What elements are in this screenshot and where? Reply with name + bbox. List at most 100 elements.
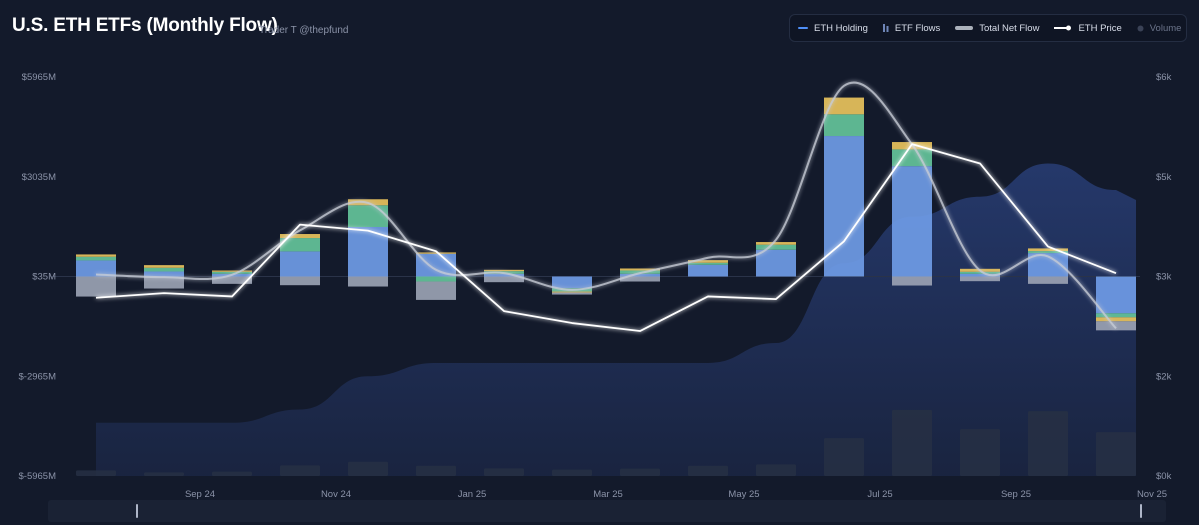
y-right-tick-label: $2k [1156, 371, 1172, 382]
flow-bar-segment [144, 265, 184, 268]
flow-bar-segment [892, 276, 932, 286]
flow-bar-segment [756, 244, 796, 250]
flow-bar-segment [212, 276, 252, 284]
volume-bar [892, 409, 932, 476]
dot-icon [1137, 25, 1144, 31]
flow-bar-segment [416, 252, 456, 254]
flow-bar-segment [348, 205, 388, 228]
flow-bar-segment [348, 276, 388, 287]
flow-bar-segment [280, 251, 320, 277]
legend-item-total-net-flow[interactable]: Total Net Flow [955, 23, 1039, 34]
legend-label: ETF Flows [894, 22, 941, 34]
y-right-tick-label: $5k [1156, 172, 1172, 183]
line-swatch-icon [798, 27, 808, 29]
flow-bar-segment [76, 256, 116, 261]
y-left-tick-label: $-5965M [19, 471, 57, 482]
page-title: U.S. ETH ETFs (Monthly Flow) [12, 15, 278, 36]
legend-label: ETH Holding [814, 22, 868, 34]
flow-bar-segment [552, 276, 592, 289]
flow-bar-segment [144, 271, 184, 277]
flow-bar-segment [416, 281, 456, 300]
flow-bar-segment [1028, 253, 1068, 277]
legend-label: ETH Price [1078, 22, 1122, 34]
flow-bar-segment [552, 292, 592, 295]
legend-item-eth-holding[interactable]: ETH Holding [798, 23, 868, 34]
x-tick-label: Nov 25 [1137, 489, 1167, 500]
flow-bar-segment [824, 136, 864, 277]
flow-bar-segment [688, 264, 728, 277]
volume-bar [484, 468, 524, 476]
flow-bar-segment [484, 273, 524, 277]
flow-bar-segment [960, 276, 1000, 282]
flow-bar-segment [1096, 313, 1136, 318]
volume-bar [756, 464, 796, 476]
flow-bar-segment [144, 267, 184, 272]
x-tick-label: Mar 25 [593, 489, 623, 500]
volume-bar [348, 461, 388, 476]
flow-bar-segment [620, 273, 660, 277]
flow-bar-segment [76, 254, 116, 257]
line-swatch-icon [955, 26, 974, 30]
flow-bar-segment [892, 166, 932, 277]
y-left-tick-label: $5965M [22, 72, 56, 83]
y-left-tick-label: $-2965M [19, 371, 57, 382]
flow-bar-segment [824, 97, 864, 115]
volume-bar [620, 468, 660, 476]
volume-bar [688, 465, 728, 476]
volume-bar [416, 465, 456, 476]
flow-bar-segment [552, 291, 592, 293]
x-tick-label: Jul 25 [867, 489, 892, 500]
legend-label: Total Net Flow [979, 22, 1040, 34]
x-tick-label: Sep 24 [185, 489, 215, 500]
flow-bar-segment [756, 242, 796, 245]
y-right-tick-label: $6k [1156, 72, 1172, 83]
flow-bar-segment [1028, 276, 1068, 284]
flow-bar-segment [1028, 248, 1068, 252]
flow-bar-segment [688, 262, 728, 265]
flow-bar-segment [620, 268, 660, 271]
x-tick-label: Nov 24 [321, 489, 351, 500]
volume-bar [144, 472, 184, 476]
flow-bar-segment [76, 260, 116, 277]
flow-bar-segment [212, 270, 252, 272]
flow-bar-segment [484, 276, 524, 283]
y-left-tick-label: $3035M [22, 172, 56, 183]
volume-bar [280, 465, 320, 476]
range-handle-right[interactable] [1140, 504, 1142, 518]
x-tick-label: Jan 25 [458, 489, 487, 500]
flow-bar-segment [416, 276, 456, 282]
flow-bar-segment [484, 269, 524, 272]
flow-bar-segment [1028, 251, 1068, 254]
flow-bar-segment [76, 276, 116, 297]
y-left-tick-label: $35M [32, 272, 56, 283]
legend: ETH Holding ETF Flows Total Net Flow ETH… [789, 14, 1187, 42]
volume-bar [960, 429, 1000, 476]
chart-plot: $5965M $3035M $35M $-2965M $-5965M $6k $5k $3k $… [19, 72, 1172, 500]
legend-item-volume[interactable]: Volume [1137, 23, 1181, 34]
flow-bar-segment [688, 260, 728, 263]
eth-holding-area [96, 163, 1136, 476]
volume-bar [1096, 432, 1136, 476]
line-marker-icon [1054, 25, 1072, 31]
legend-item-etf-flows[interactable]: ETF Flows [882, 22, 941, 34]
flow-bar-segment [960, 273, 1000, 277]
flow-bar-segment [756, 249, 796, 277]
volume-bar [1028, 411, 1068, 476]
range-handle-left[interactable] [136, 504, 138, 518]
flow-bar-segment [960, 271, 1000, 274]
flow-bar-segment [144, 276, 184, 289]
byline: Trader T @thepfund [259, 25, 349, 36]
flow-bar-segment [280, 276, 320, 286]
bar-swatch-icon [882, 24, 889, 32]
flow-bar-segment [280, 234, 320, 239]
range-scrollbar[interactable] [48, 500, 1166, 522]
x-tick-label: Sep 25 [1001, 489, 1031, 500]
volume-bar [212, 471, 252, 476]
y-right-tick-label: $3k [1156, 272, 1172, 283]
y-right-tick-label: $0k [1156, 471, 1172, 482]
legend-item-eth-price[interactable]: ETH Price [1054, 22, 1122, 34]
flow-bar-segment [620, 276, 660, 282]
volume-bar [824, 438, 864, 476]
volume-bar [76, 470, 116, 476]
